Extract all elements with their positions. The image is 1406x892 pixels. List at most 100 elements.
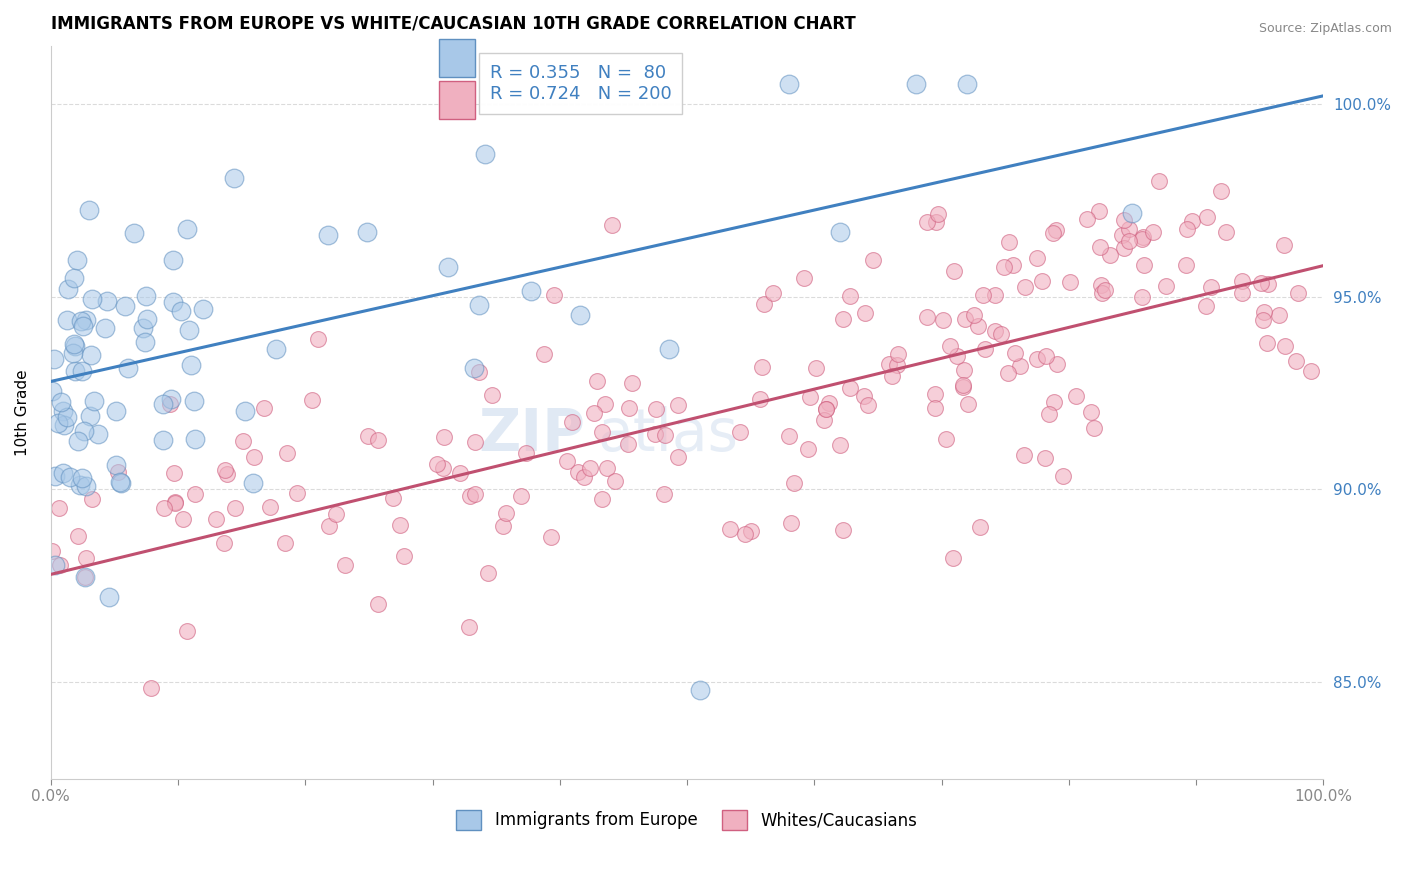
- Y-axis label: 10th Grade: 10th Grade: [15, 369, 30, 456]
- Point: [1033, 451, 1056, 466]
- Point: [839, 380, 862, 394]
- Point: [616, 436, 638, 450]
- Point: [658, 342, 681, 356]
- Point: [644, 427, 666, 442]
- Point: [179, 323, 201, 337]
- Point: [620, 376, 643, 390]
- Point: [65, 253, 87, 268]
- Point: [163, 467, 186, 481]
- Point: [75, 570, 97, 584]
- Point: [69, 478, 91, 492]
- Point: [495, 506, 517, 520]
- Point: [70, 471, 93, 485]
- Point: [831, 311, 853, 326]
- Point: [243, 450, 266, 464]
- Point: [1038, 407, 1060, 421]
- Point: [1083, 421, 1105, 435]
- Point: [990, 327, 1012, 342]
- Point: [259, 500, 281, 514]
- Point: [63, 364, 86, 378]
- Point: [232, 434, 254, 448]
- Point: [591, 425, 613, 439]
- Point: [1064, 389, 1087, 403]
- Point: [1130, 290, 1153, 304]
- Point: [1272, 238, 1295, 252]
- Point: [357, 429, 380, 443]
- Point: [170, 303, 193, 318]
- Point: [886, 358, 908, 372]
- Point: [1256, 336, 1278, 351]
- Point: [51, 466, 73, 480]
- Point: [1118, 222, 1140, 236]
- Point: [853, 306, 876, 320]
- Point: [77, 203, 100, 218]
- Point: [94, 321, 117, 335]
- Point: [1201, 280, 1223, 294]
- Point: [1008, 359, 1031, 373]
- Point: [718, 522, 741, 536]
- Point: [153, 501, 176, 516]
- Point: [734, 526, 756, 541]
- Point: [382, 491, 405, 505]
- Point: [66, 434, 89, 449]
- Point: [215, 467, 238, 482]
- Point: [367, 434, 389, 448]
- Point: [749, 392, 772, 406]
- Point: [973, 343, 995, 357]
- Point: [1267, 308, 1289, 322]
- Point: [204, 512, 226, 526]
- Point: [464, 434, 486, 449]
- Point: [325, 508, 347, 522]
- Point: [818, 396, 841, 410]
- Point: [1046, 357, 1069, 371]
- Point: [253, 401, 276, 416]
- Point: [335, 558, 357, 572]
- Point: [159, 397, 181, 411]
- Point: [134, 334, 156, 349]
- Point: [224, 501, 246, 516]
- Point: [432, 461, 454, 475]
- Point: [135, 312, 157, 326]
- Point: [176, 624, 198, 638]
- Point: [176, 222, 198, 236]
- Point: [1142, 226, 1164, 240]
- Point: [449, 466, 471, 480]
- Point: [1118, 234, 1140, 248]
- Point: [56, 410, 79, 425]
- Point: [832, 524, 855, 538]
- Point: [839, 289, 862, 303]
- Point: [117, 360, 139, 375]
- Point: [1147, 174, 1170, 188]
- Point: [105, 458, 128, 472]
- Point: [654, 427, 676, 442]
- Point: [1274, 339, 1296, 353]
- Point: [952, 363, 974, 377]
- Point: [1094, 283, 1116, 297]
- Point: [52, 403, 75, 417]
- Point: [152, 433, 174, 447]
- Point: [689, 683, 711, 698]
- Point: [905, 77, 928, 91]
- Point: [63, 336, 86, 351]
- Point: [814, 401, 837, 416]
- Point: [605, 474, 627, 488]
- Point: [652, 487, 675, 501]
- Point: [952, 378, 974, 392]
- Point: [886, 347, 908, 361]
- Point: [540, 530, 562, 544]
- Point: [79, 409, 101, 423]
- Point: [389, 517, 412, 532]
- Point: [1215, 225, 1237, 239]
- Point: [75, 479, 97, 493]
- Point: [301, 392, 323, 407]
- Point: [1090, 278, 1112, 293]
- Point: [751, 359, 773, 374]
- Point: [1004, 346, 1026, 360]
- Point: [460, 489, 482, 503]
- Point: [474, 147, 496, 161]
- Point: [543, 288, 565, 302]
- Point: [877, 357, 900, 371]
- Point: [515, 446, 537, 460]
- Point: [53, 417, 76, 432]
- Point: [533, 347, 555, 361]
